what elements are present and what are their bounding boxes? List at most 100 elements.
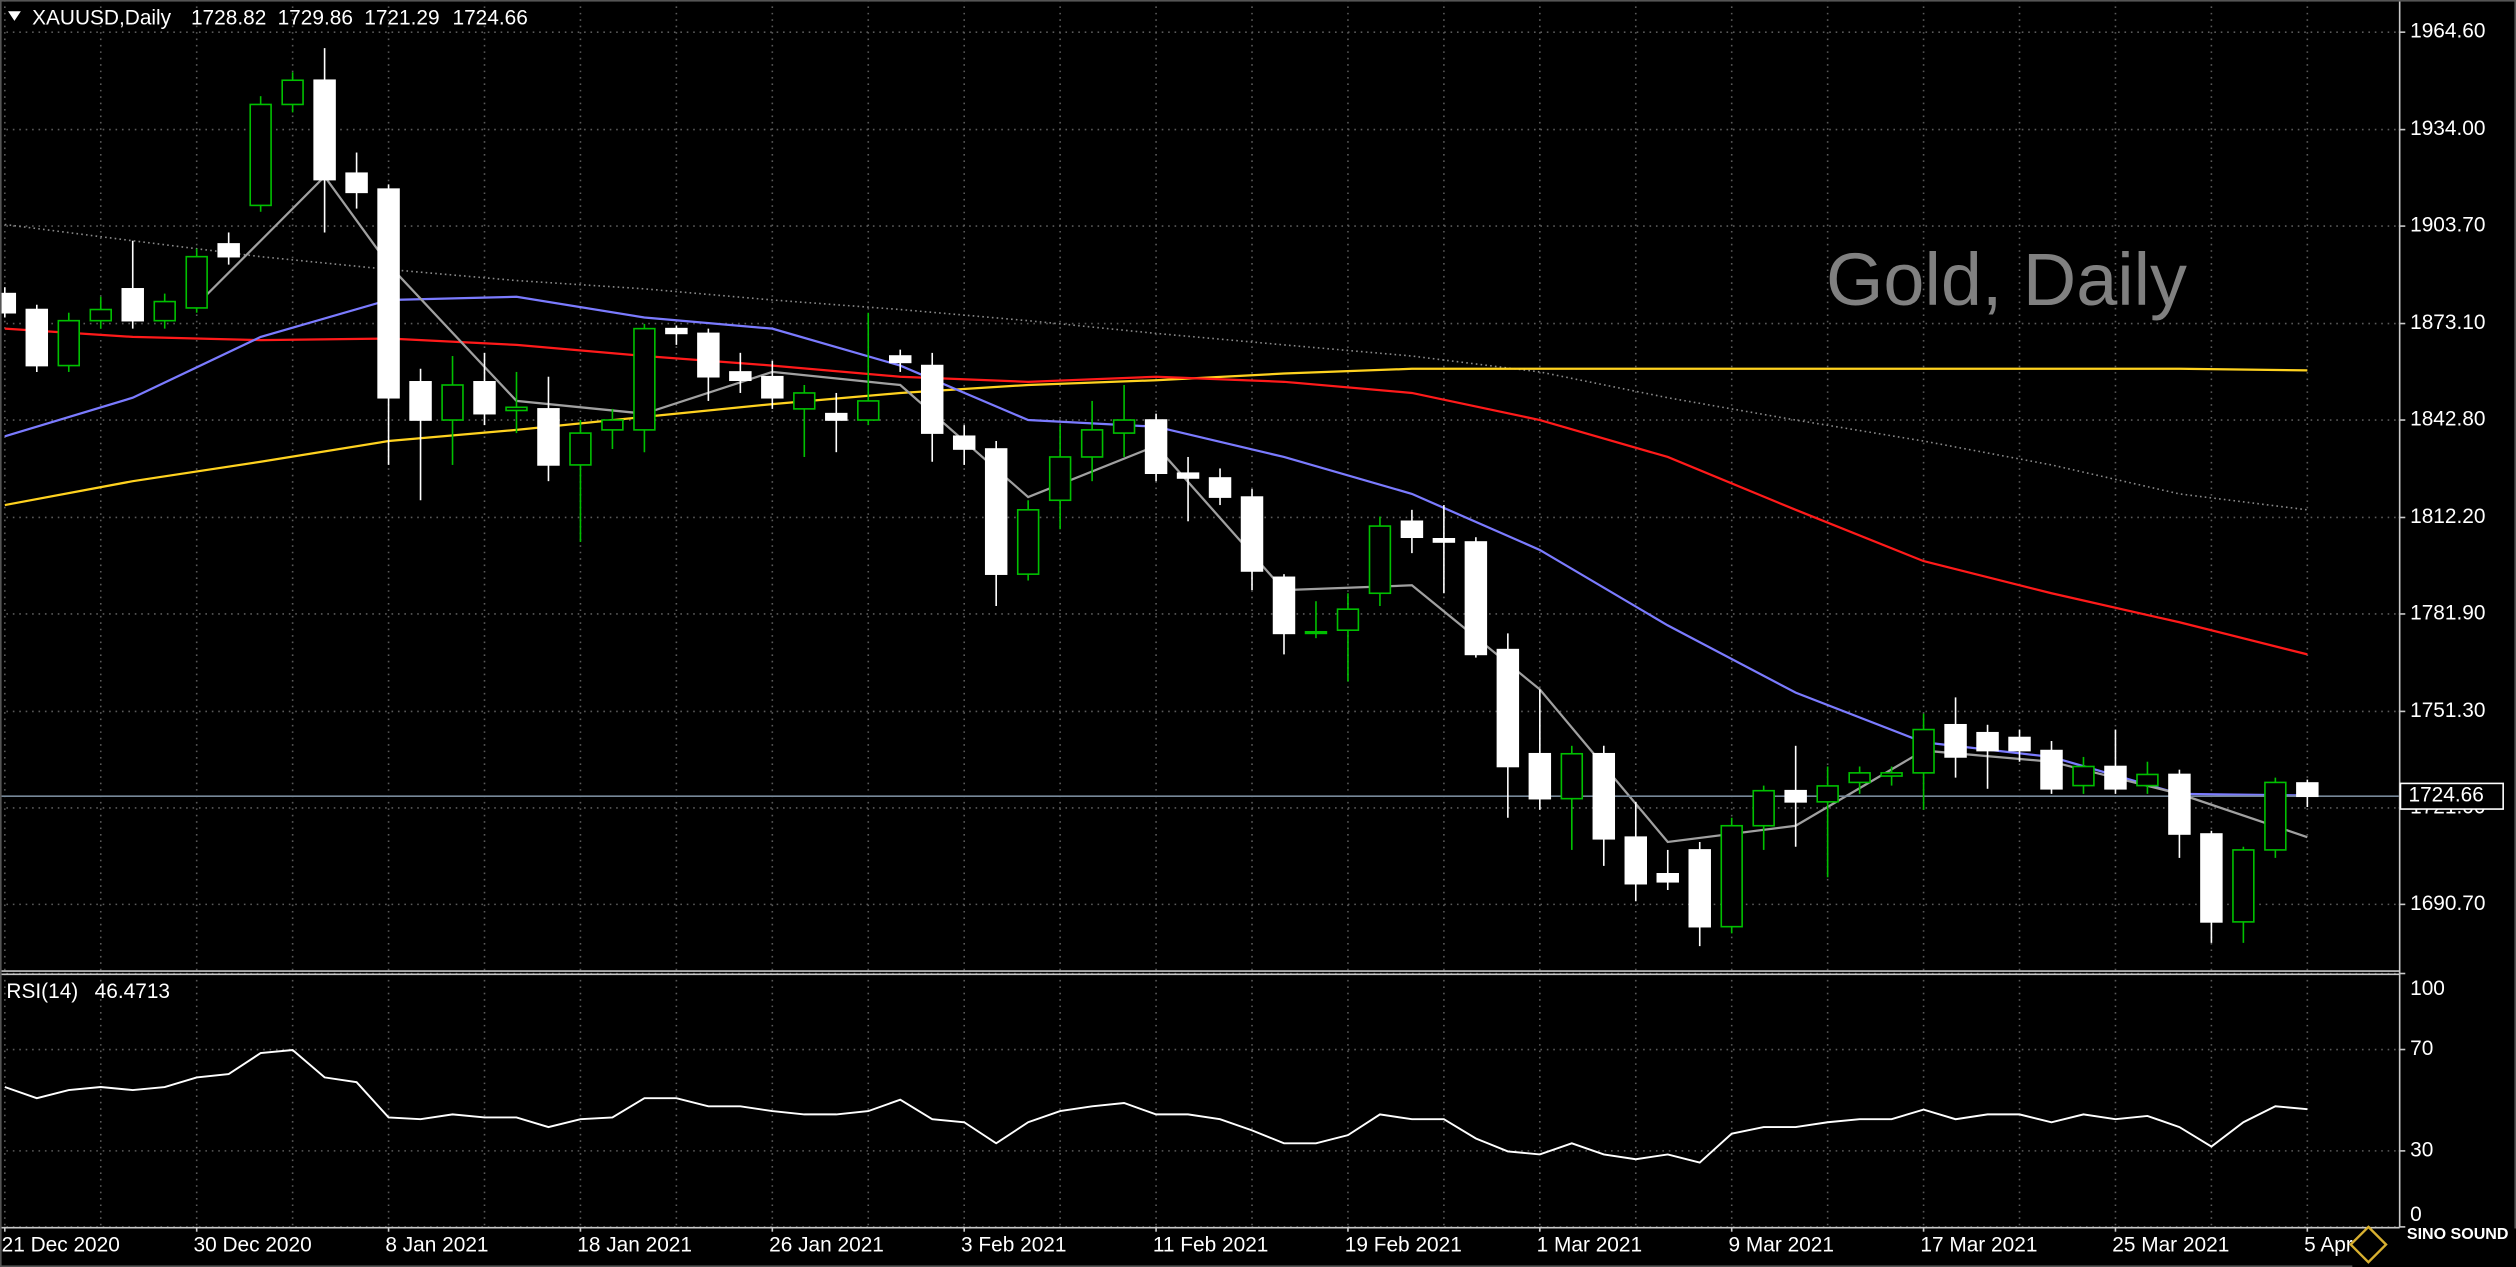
candle-body (249, 103, 272, 207)
menu-arrow[interactable] (8, 11, 21, 21)
candle-body (984, 448, 1008, 575)
candle-body (1496, 648, 1520, 768)
candle-body (505, 406, 528, 412)
y-tick-label: 1964.60 (2410, 20, 2485, 43)
candle-body (1752, 789, 1775, 827)
y-tick-label: 1751.30 (2410, 699, 2485, 722)
candle-body (697, 332, 720, 378)
grid (0, 0, 2399, 1228)
candle-body (2136, 773, 2159, 787)
candle-body (1464, 541, 1488, 656)
candle-body (665, 327, 688, 335)
header-low: 1721.29 (364, 7, 439, 30)
watermark-bg (2352, 1228, 2516, 1267)
candle-body (2264, 781, 2287, 851)
candle-body (1176, 472, 1200, 479)
x-tick-label: 21 Dec 2020 (2, 1234, 120, 1257)
candle-body (1304, 630, 1328, 635)
candle-body (1624, 836, 1648, 885)
candle-body (761, 375, 784, 399)
candle-body (473, 381, 496, 415)
candle-body (1560, 752, 1584, 800)
candle-body (1400, 520, 1424, 539)
y-tick-label: 1842.80 (2410, 408, 2485, 431)
rsi-tick-label: 0 (2410, 1203, 2422, 1226)
candle-body (729, 371, 752, 382)
candle-body (153, 300, 176, 322)
x-tick-label: 30 Dec 2020 (193, 1234, 311, 1257)
x-tick-label: 1 Mar 2021 (1537, 1234, 1642, 1257)
candle-body (1944, 723, 1967, 758)
x-tick-label: 18 Jan 2021 (577, 1234, 692, 1257)
candle-body (409, 381, 432, 421)
x-tick-label: 3 Feb 2021 (961, 1234, 1066, 1257)
candle-body (952, 435, 976, 450)
candle-body (1688, 849, 1711, 928)
x-tick-label: 11 Feb 2021 (1153, 1234, 1269, 1257)
candle-body (1592, 752, 1616, 840)
candle-body (2296, 782, 2319, 798)
candle-body (2072, 765, 2095, 787)
watermark: SINO SOUND (2349, 1225, 2516, 1267)
candle-body (185, 255, 208, 309)
candle-body (920, 364, 944, 434)
candle-body (1656, 873, 1679, 883)
candle-body (601, 419, 624, 431)
candle-body (2040, 749, 2063, 790)
candle-body (1848, 772, 1871, 784)
candle-body (281, 79, 304, 106)
candle-body (1048, 456, 1072, 502)
candle-body (2200, 833, 2223, 923)
candle-body (569, 432, 592, 466)
rsi-tick-label: 100 (2410, 977, 2445, 1000)
watermark-logo (2349, 1225, 2388, 1264)
x-tick-label: 19 Feb 2021 (1345, 1234, 1462, 1257)
candle-body (1112, 419, 1136, 434)
candle-body (1816, 785, 1839, 803)
rsi-panel (4, 1049, 2308, 1164)
candle-body (57, 319, 81, 367)
candle-body (345, 172, 368, 194)
rsi-line (4, 1049, 2308, 1164)
y-tick-label: 1873.10 (2410, 311, 2485, 334)
candle-body (89, 308, 112, 322)
candle-body (793, 392, 816, 410)
candle-body (1912, 728, 1935, 774)
candle-body (441, 384, 464, 421)
y-tick-label: 1934.00 (2410, 117, 2485, 140)
price-box (2399, 782, 2504, 810)
header-close: 1724.66 (452, 7, 527, 30)
candle-body (1880, 772, 1903, 777)
candle-body (121, 288, 144, 322)
price-box-label: 1724.66 (2408, 784, 2483, 807)
candle-body (537, 408, 560, 466)
candle-body (25, 308, 49, 367)
y-tick-label: 1690.70 (2410, 892, 2485, 915)
rsi-current: 46.4713 (95, 980, 170, 1003)
x-tick-label: 8 Jan 2021 (385, 1234, 488, 1257)
candle-body (2104, 765, 2127, 790)
candle-body (857, 400, 880, 421)
candle-body (1208, 477, 1232, 498)
rsi-tick-label: 70 (2410, 1037, 2433, 1060)
candle-body (1784, 789, 1807, 803)
axes: 1964.60 1934.00 1903.70 1873.10 1842.80 1812.… (2, 20, 2504, 1257)
rsi-tick-label: 30 (2410, 1138, 2433, 1161)
candle-body (1240, 496, 1264, 572)
candle-body (1144, 419, 1168, 475)
rsi-title: RSI(14) (6, 980, 78, 1003)
candle-body (1272, 576, 1296, 635)
header-open: 1728.82 (191, 7, 266, 30)
x-tick-label: 25 Mar 2021 (2112, 1234, 2229, 1257)
header-high: 1729.86 (278, 7, 353, 30)
price-panel (0, 48, 2399, 947)
y-tick-label: 1903.70 (2410, 214, 2485, 237)
candle-body (1528, 752, 1552, 800)
candle-body (0, 292, 17, 314)
candle-body (825, 412, 848, 421)
y-tick-label: 1781.90 (2410, 601, 2485, 624)
candle-body (1976, 731, 1999, 752)
